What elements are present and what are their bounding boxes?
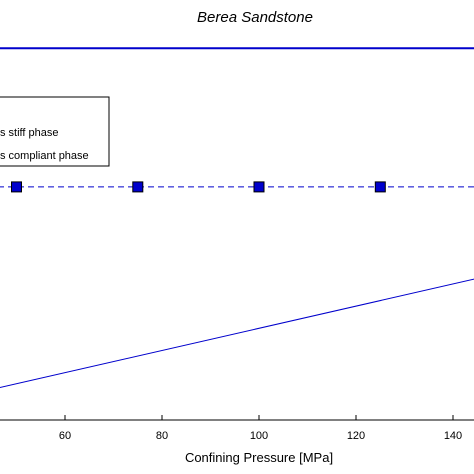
series-3-line xyxy=(0,278,474,389)
series-2-marker xyxy=(253,181,265,193)
legend: s stiff phase s compliant phase xyxy=(0,96,110,167)
series-2-marker xyxy=(132,181,144,193)
x-tick-label: 100 xyxy=(250,430,268,442)
x-tick-label: 60 xyxy=(59,430,71,442)
legend-entry-stiff-phase: s stiff phase xyxy=(0,127,59,139)
x-tick-label: 120 xyxy=(347,430,365,442)
plot-area xyxy=(0,47,474,389)
series-2-marker xyxy=(11,181,22,193)
x-axis-label: Confining Pressure [MPa] xyxy=(185,450,333,465)
x-tick-label: 140 xyxy=(444,430,462,442)
legend-entry-compliant-phase: s compliant phase xyxy=(0,150,89,162)
x-ticks: 60 80 100 120 140 xyxy=(59,415,462,442)
x-tick-label: 80 xyxy=(156,430,168,442)
chart-title: Berea Sandstone xyxy=(197,9,313,26)
legend-box xyxy=(0,96,110,167)
series-2-marker xyxy=(374,181,386,193)
